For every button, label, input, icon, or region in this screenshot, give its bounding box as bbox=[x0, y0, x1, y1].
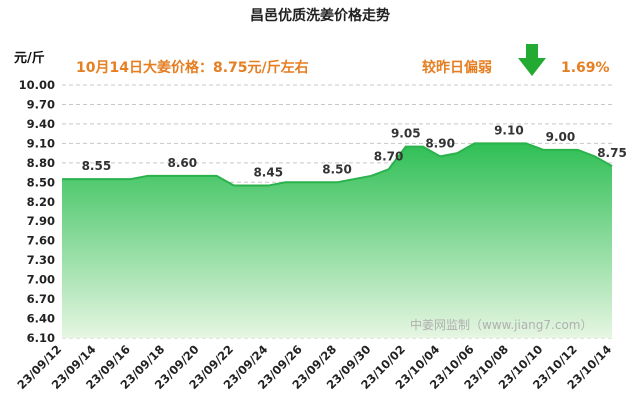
y-tick-label: 7.90 bbox=[27, 214, 55, 228]
y-tick-label: 6.40 bbox=[27, 312, 55, 326]
headline-change-label: 较昨日偏弱 bbox=[422, 59, 492, 76]
data-label: 8.50 bbox=[322, 162, 352, 176]
y-tick-label: 7.60 bbox=[27, 234, 55, 248]
watermark: 中姜网监制（www.jiang7.com） bbox=[410, 317, 592, 332]
chart-title: 昌邑优质洗姜价格走势 bbox=[250, 7, 390, 24]
y-tick-label: 8.50 bbox=[27, 175, 55, 189]
data-label: 8.60 bbox=[168, 156, 198, 170]
x-tick-labels: 23/09/1223/09/1423/09/1623/09/1823/09/20… bbox=[14, 342, 614, 392]
data-label: 9.05 bbox=[391, 127, 421, 141]
data-label: 8.45 bbox=[253, 166, 283, 180]
data-label: 9.10 bbox=[494, 123, 524, 137]
data-label: 8.75 bbox=[597, 146, 627, 160]
y-tick-label: 6.70 bbox=[27, 292, 55, 306]
data-area bbox=[62, 142, 613, 338]
y-tick-label: 8.20 bbox=[27, 195, 55, 209]
series-line bbox=[62, 142, 613, 187]
headline-change-value: 1.69% bbox=[561, 60, 610, 76]
y-axis-label: 元/斤 bbox=[14, 50, 45, 66]
y-tick-label: 6.10 bbox=[27, 331, 55, 345]
y-tick-label: 10.00 bbox=[19, 78, 55, 92]
y-tick-labels: 10.00 9.70 9.40 9.10 8.80 8.50 8.20 7.90 7.60 7.3… bbox=[19, 78, 55, 345]
down-arrow-icon bbox=[518, 44, 546, 76]
y-tick-label: 7.30 bbox=[27, 253, 55, 267]
series-area bbox=[62, 143, 612, 338]
data-label: 8.70 bbox=[374, 149, 404, 163]
headline-price: 10月14日大姜价格：8.75元/斤左右 bbox=[76, 59, 309, 76]
y-tick-label: 9.70 bbox=[27, 97, 55, 111]
data-label: 8.90 bbox=[425, 136, 455, 150]
y-tick-label: 9.10 bbox=[27, 136, 55, 150]
y-tick-label: 7.00 bbox=[27, 273, 55, 287]
data-labels: 8.55 8.60 8.45 8.50 8.70 9.05 8.90 9.10 9.00 8.75 bbox=[82, 123, 627, 179]
data-label: 8.55 bbox=[82, 159, 112, 173]
y-tick-label: 8.80 bbox=[27, 156, 55, 170]
y-tick-label: 9.40 bbox=[27, 117, 55, 131]
data-label: 9.00 bbox=[546, 130, 576, 144]
